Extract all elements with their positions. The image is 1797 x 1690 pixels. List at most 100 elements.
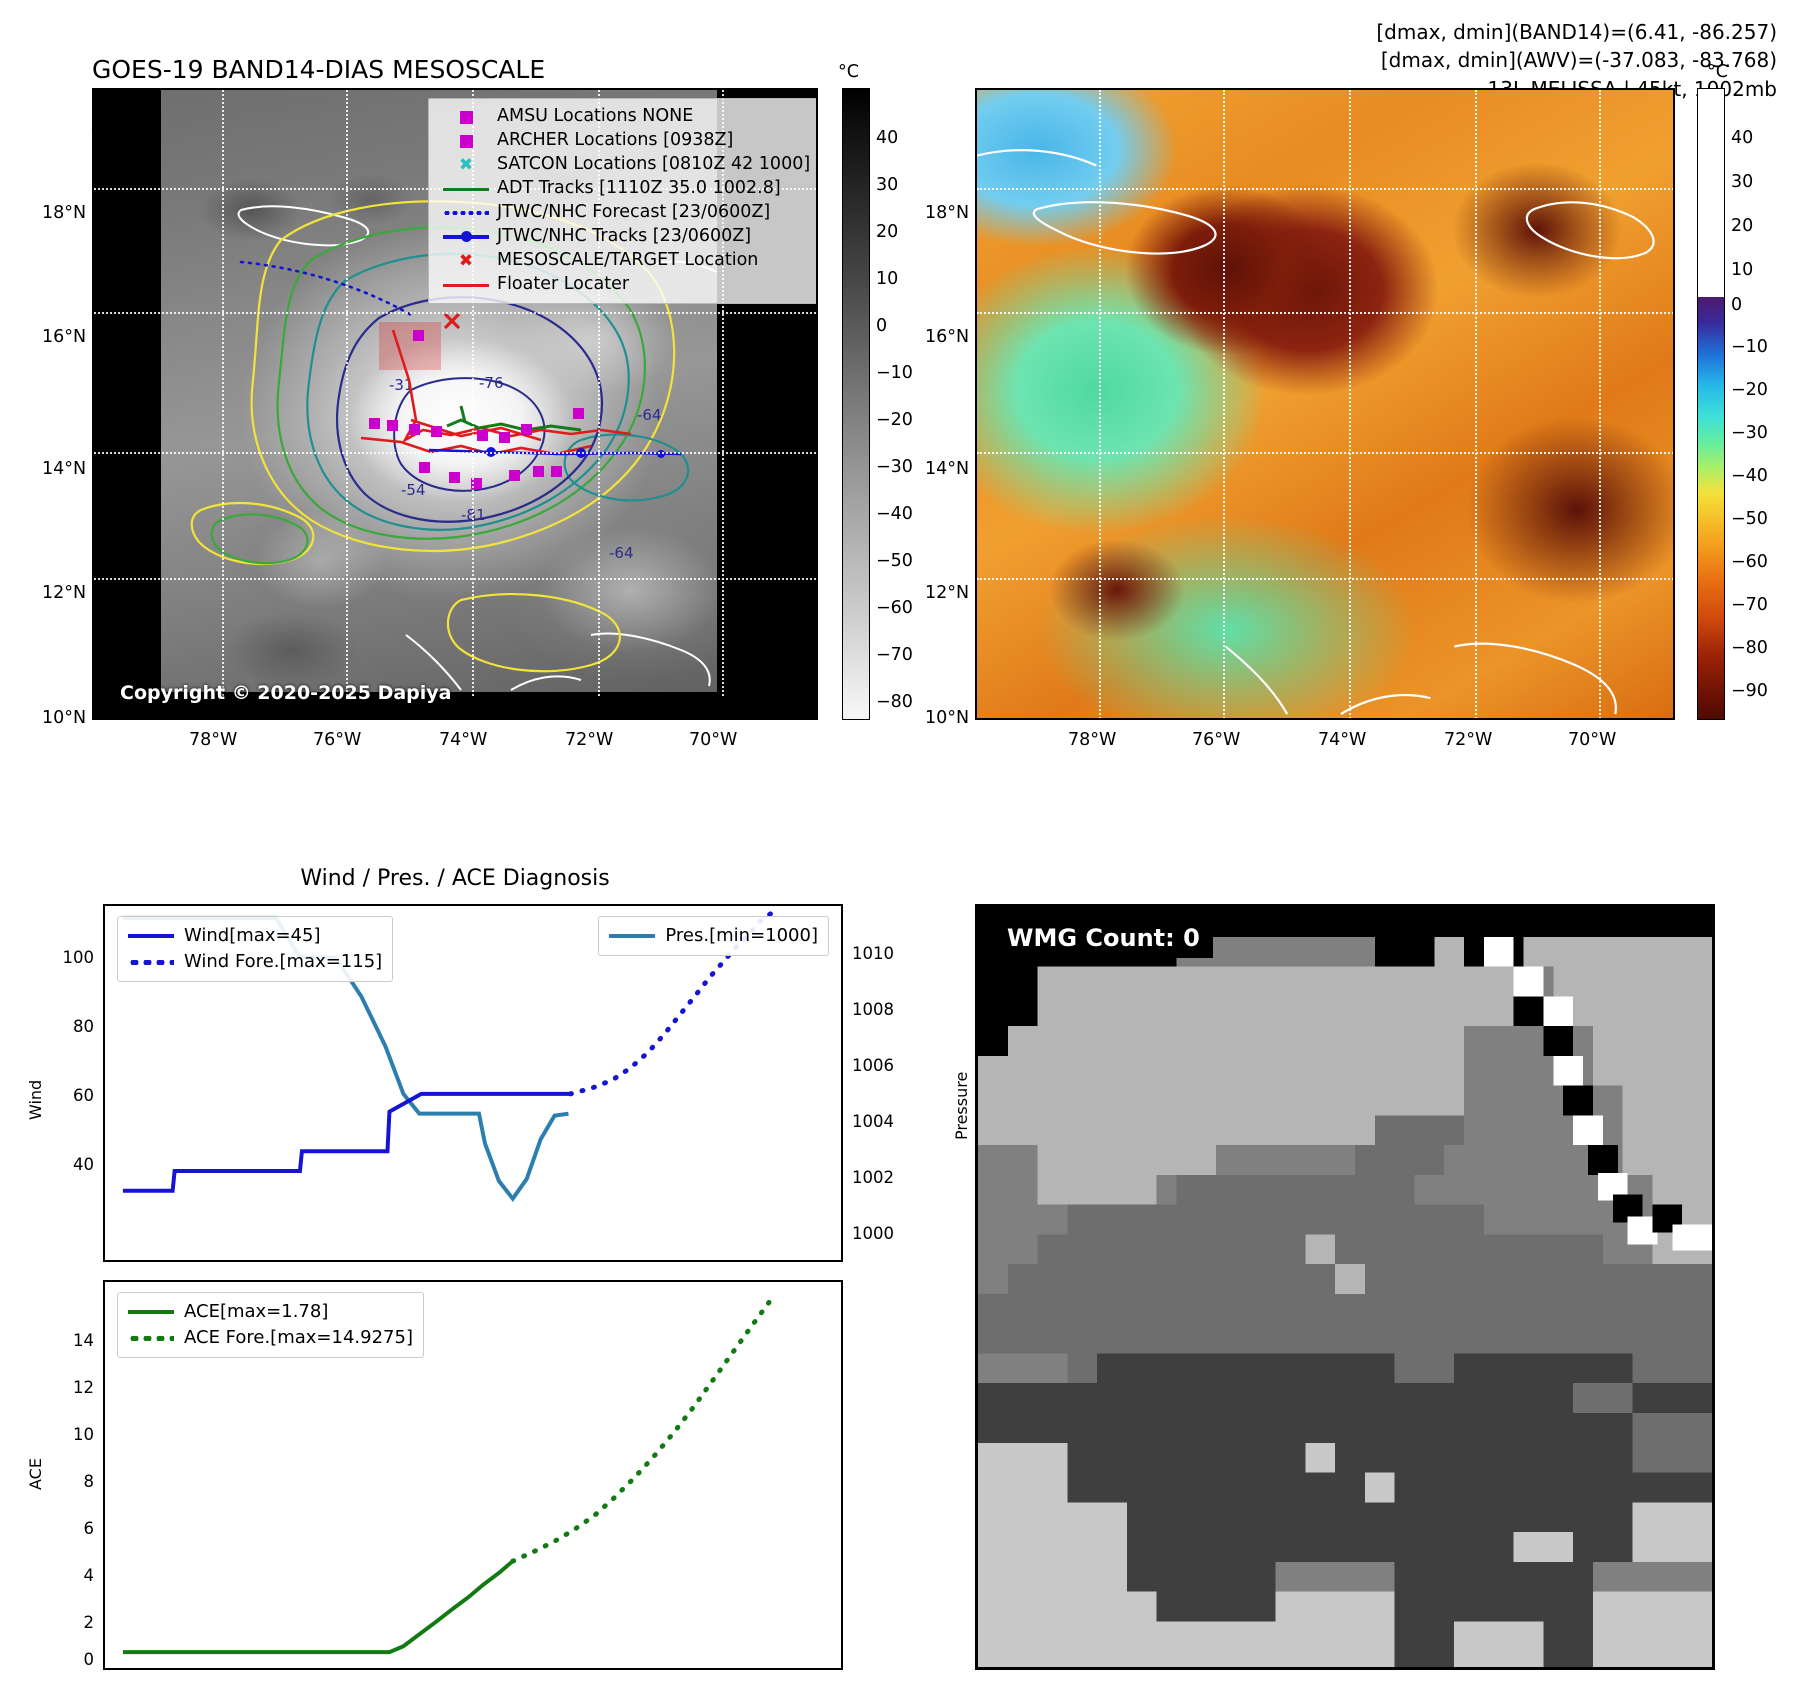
lat-tick-14n: 14°N xyxy=(42,459,87,479)
legend-label: JTWC/NHC Forecast [23/0600Z] xyxy=(497,202,771,223)
cb-right-tick-m70: −70 xyxy=(1731,595,1768,615)
wind-legend: Wind[max=45] Wind Fore.[max=115] xyxy=(117,916,394,982)
pres-tick-1008: 1008 xyxy=(852,1000,894,1019)
ace-tick-0: 0 xyxy=(83,1650,95,1669)
cb-left-tick-10: 10 xyxy=(876,269,899,289)
ace-chart[interactable]: ACE[max=1.78] ACE Fore.[max=14.9275] xyxy=(103,1280,843,1670)
lon-tick-72w-right: 72°W xyxy=(1444,730,1493,750)
enhanced-ir-map[interactable] xyxy=(975,88,1675,720)
magenta-square-icon xyxy=(435,110,497,124)
ace-tick-12: 12 xyxy=(73,1378,94,1397)
cb-left-tick-m10: −10 xyxy=(876,363,913,383)
colorbar-grayscale xyxy=(842,88,870,720)
cb-right-tick-0: 0 xyxy=(1731,295,1743,315)
lat-tick-18n: 18°N xyxy=(42,203,87,223)
wind-axis-label: Wind xyxy=(26,1079,45,1120)
lon-tick-74w-right: 74°W xyxy=(1318,730,1367,750)
cb-left-tick-m60: −60 xyxy=(876,598,913,618)
temperature-contours: -31 -54 -76 -81 -64 -64 xyxy=(190,200,718,691)
magenta-square-icon xyxy=(435,134,497,148)
svg-text:-76: -76 xyxy=(479,374,504,392)
green-line-icon xyxy=(435,187,497,191)
svg-text:-54: -54 xyxy=(401,481,426,499)
wind-tick-40: 40 xyxy=(73,1155,94,1174)
lon-tick-74w: 74°W xyxy=(439,730,488,750)
legend-item-floater-locater[interactable]: Floater Locater xyxy=(435,273,810,297)
lat-tick-18n-right: 18°N xyxy=(925,203,970,223)
graticule-lat-14 xyxy=(977,452,1673,454)
legend-item-satcon[interactable]: ✖ SATCON Locations [0810Z 42 1000] xyxy=(435,153,810,177)
lon-tick-76w-right: 76°W xyxy=(1192,730,1241,750)
cb-right-tick-10: 10 xyxy=(1731,260,1754,280)
map-edge-bottom xyxy=(94,692,816,718)
wmg-count-badge: WMG Count: 0 xyxy=(994,919,1213,958)
wind-tick-100: 100 xyxy=(62,948,95,967)
coastline-overlay xyxy=(977,149,1655,715)
ace-tick-6: 6 xyxy=(83,1519,95,1538)
mesoscale-ir-map[interactable]: -31 -54 -76 -81 -64 -64 xyxy=(92,88,818,720)
cb-right-tick-m20: −20 xyxy=(1731,380,1768,400)
cb-left-tick-m20: −20 xyxy=(876,410,913,430)
ace-legend-item-observed[interactable]: ACE[max=1.78] xyxy=(128,1299,413,1325)
graticule-lon-76 xyxy=(1223,90,1225,718)
cb-right-tick-m40: −40 xyxy=(1731,466,1768,486)
legend-item-archer[interactable]: ARCHER Locations [0938Z] xyxy=(435,129,810,153)
blue-dotted-line-icon xyxy=(435,211,497,215)
graticule-lon-74 xyxy=(472,90,474,696)
wind-legend-item-forecast[interactable]: Wind Fore.[max=115] xyxy=(128,949,382,975)
wind-legend-label: Wind Fore.[max=115] xyxy=(184,951,383,973)
red-line-icon xyxy=(435,283,497,287)
ace-tick-2: 2 xyxy=(83,1613,95,1632)
graticule-lat-12 xyxy=(94,578,816,580)
wind-legend-item-observed[interactable]: Wind[max=45] xyxy=(128,923,382,949)
colorbar-unit-right: °C xyxy=(1707,62,1728,82)
red-cross-icon: ✖ xyxy=(458,250,474,271)
legend-item-jtwc-forecast[interactable]: JTWC/NHC Forecast [23/0600Z] xyxy=(435,201,810,225)
cb-left-tick-m40: −40 xyxy=(876,504,913,524)
ace-legend-label: ACE[max=1.78] xyxy=(184,1301,329,1323)
pressure-legend-item[interactable]: Pres.[min=1000] xyxy=(609,923,818,949)
graticule-lon-72 xyxy=(598,90,600,696)
legend-item-adt[interactable]: ADT Tracks [1110Z 35.0 1002.8] xyxy=(435,177,810,201)
pressure-legend: Pres.[min=1000] xyxy=(598,916,829,956)
cb-right-tick-40: 40 xyxy=(1731,128,1754,148)
legend-label: AMSU Locations NONE xyxy=(497,106,694,127)
ace-legend-item-forecast[interactable]: ACE Fore.[max=14.9275] xyxy=(128,1325,413,1351)
cb-right-tick-m80: −80 xyxy=(1731,638,1768,658)
dmax-dmin-band14: [dmax, dmin](BAND14)=(6.41, -86.257) xyxy=(1376,20,1777,44)
green-dotted-line-icon xyxy=(128,1335,184,1341)
legend-item-amsu[interactable]: AMSU Locations NONE xyxy=(435,105,810,129)
colorbar-unit-left: °C xyxy=(838,62,859,82)
graticule-lat-16 xyxy=(977,312,1673,314)
lon-tick-72w: 72°W xyxy=(565,730,614,750)
teal-solid-line-icon xyxy=(609,934,665,938)
graticule-lon-72 xyxy=(1475,90,1477,718)
cb-left-tick-20: 20 xyxy=(876,222,899,242)
legend-item-jtwc-tracks[interactable]: JTWC/NHC Tracks [23/0600Z] xyxy=(435,225,810,249)
legend-item-mesoscale-target[interactable]: ✖ MESOSCALE/TARGET Location xyxy=(435,249,810,273)
wind-pressure-chart[interactable]: Wind[max=45] Wind Fore.[max=115] Pres.[m… xyxy=(103,904,843,1262)
pressure-legend-label: Pres.[min=1000] xyxy=(665,925,818,947)
graticule-lon-70 xyxy=(722,90,724,696)
lon-tick-76w: 76°W xyxy=(313,730,362,750)
cb-left-tick-0: 0 xyxy=(876,316,888,336)
legend-label: Floater Locater xyxy=(497,274,630,295)
ace-tick-4: 4 xyxy=(83,1566,95,1585)
title-line-1: GOES-19 BAND14-DIAS MESOSCALE xyxy=(92,54,546,84)
enhanced-ir-imagery xyxy=(977,90,1673,718)
graticule-lon-78 xyxy=(222,90,224,696)
legend-label: ADT Tracks [1110Z 35.0 1002.8] xyxy=(497,178,781,199)
cb-left-tick-m80: −80 xyxy=(876,692,913,712)
graticule-lat-14 xyxy=(94,452,816,454)
graticule-lon-70 xyxy=(1599,90,1601,718)
wind-legend-label: Wind[max=45] xyxy=(184,925,321,947)
cb-right-tick-20: 20 xyxy=(1731,216,1754,236)
svg-text:-64: -64 xyxy=(637,406,662,424)
graticule-lon-78 xyxy=(1099,90,1101,718)
cyan-cross-icon: ✖ xyxy=(458,154,474,175)
svg-text:-31: -31 xyxy=(389,376,414,394)
wmg-mask-panel[interactable]: WMG Count: 0 xyxy=(975,904,1715,1670)
pres-tick-1006: 1006 xyxy=(852,1056,894,1075)
map-edge-left xyxy=(94,90,161,718)
